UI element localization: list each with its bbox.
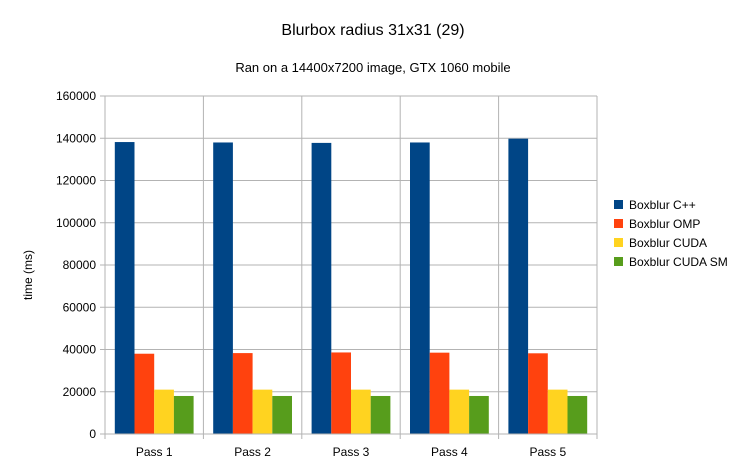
legend-swatch: [614, 238, 623, 247]
bar: [252, 389, 273, 434]
bar: [567, 395, 588, 434]
x-tick-label: Pass 2: [234, 445, 271, 459]
bar: [429, 352, 450, 434]
chart-subtitle: Ran on a 14400x7200 image, GTX 1060 mobi…: [235, 60, 510, 75]
bar: [508, 138, 529, 435]
bar: [272, 395, 292, 434]
y-tick-label: 60000: [63, 300, 97, 314]
bar: [134, 353, 155, 434]
y-tick-label: 140000: [56, 131, 96, 145]
bar: [469, 395, 489, 434]
bar: [547, 389, 568, 434]
y-tick-label: 20000: [63, 385, 97, 399]
bar: [410, 142, 430, 434]
bar: [311, 142, 332, 434]
bar: [114, 142, 135, 435]
x-tick-label: Pass 4: [431, 445, 468, 459]
y-tick-label: 100000: [56, 216, 96, 230]
legend-swatch: [614, 219, 623, 228]
bar: [331, 352, 351, 434]
y-tick-label: 0: [89, 427, 96, 441]
axes: 0 20000 40000 60000 80000 100000 120000 140000 1…: [56, 89, 597, 459]
legend-swatch: [614, 257, 623, 266]
legend-label: Boxblur OMP: [629, 217, 700, 231]
gridlines: [104, 95, 598, 439]
bar: [449, 389, 470, 434]
legend-swatch: [614, 200, 623, 209]
legend-label: Boxblur CUDA SM: [629, 255, 728, 269]
y-axis-label: time (ms): [21, 250, 35, 300]
chart-title: Blurbox radius 31x31 (29): [281, 22, 464, 39]
bar: [351, 389, 371, 434]
y-tick-label: 160000: [56, 89, 96, 103]
y-tick-label: 120000: [56, 174, 96, 188]
x-tick-label: Pass 5: [529, 445, 566, 459]
legend-label: Boxblur C++: [629, 198, 696, 212]
bar: [232, 353, 253, 434]
y-tick-label: 80000: [63, 258, 97, 272]
x-tick-label: Pass 3: [333, 445, 370, 459]
bars: [114, 138, 588, 435]
bar: [370, 395, 391, 434]
bar: [154, 389, 174, 434]
x-tick-label: Pass 1: [136, 445, 173, 459]
legend-label: Boxblur CUDA: [629, 236, 707, 250]
legend: Boxblur C++ Boxblur OMP Boxblur CUDA Boxblu…: [614, 198, 728, 269]
bar: [528, 353, 548, 434]
bar: [213, 142, 233, 434]
bar: [173, 395, 194, 434]
y-tick-label: 40000: [63, 343, 97, 357]
